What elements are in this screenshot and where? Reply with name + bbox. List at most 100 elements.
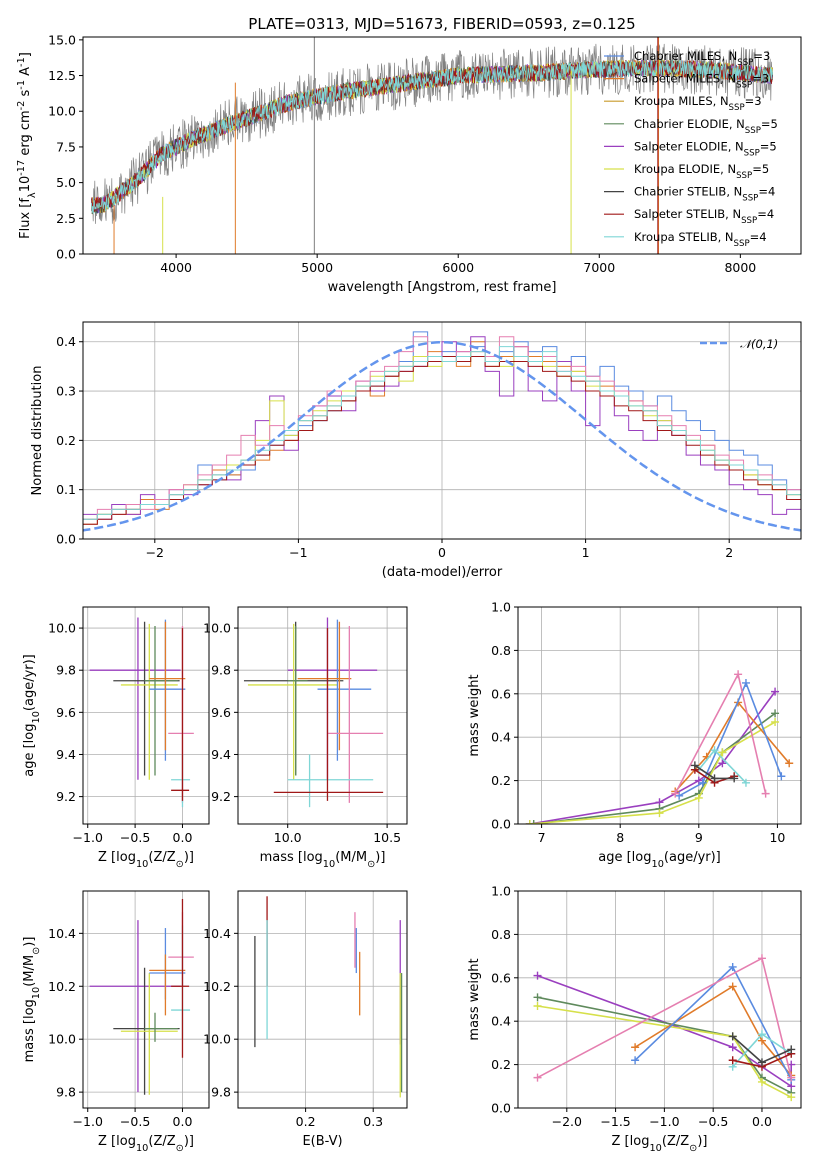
y-tick-label: 10.0 — [203, 1032, 231, 1047]
legend-label: 𝒩(0,1) — [740, 337, 778, 351]
plus-marker — [533, 993, 542, 1002]
plus-marker — [533, 1073, 542, 1082]
y-tick-label: 7.5 — [56, 139, 76, 154]
x-tick-label: 0 — [438, 545, 446, 560]
plus-marker — [529, 820, 538, 824]
y-axis-label: mass weight — [467, 958, 482, 1040]
legend-label: Chabrier MILES, NSSP=3 — [634, 49, 770, 68]
weight-series-line — [537, 1005, 792, 1098]
axes-box — [237, 606, 408, 825]
axes-frame: −1.0 −0.5 0.0 9.2 9.4 9.6 9.8 10.0 Z [log10(Z/Z⊙… — [22, 606, 210, 870]
plus-marker — [671, 789, 680, 798]
x-tick-label: −1.5 — [600, 1114, 630, 1129]
plus-marker — [728, 1043, 737, 1052]
plus-marker — [631, 1043, 640, 1052]
plot-area — [533, 954, 796, 1102]
errorbar-point — [149, 621, 186, 751]
y-tick-label: 9.6 — [211, 705, 231, 720]
y-tick-label: 9.4 — [211, 747, 231, 762]
plus-marker — [710, 746, 719, 755]
errorbar-point — [273, 628, 384, 801]
y-tick-label: 9.8 — [56, 1085, 76, 1100]
y-tick-label: 15.0 — [48, 32, 76, 47]
x-tick-label: 7000 — [583, 260, 615, 275]
mass-weight-vs-metallicity-panel: −2.0 −1.5 −1.0 −0.5 0.0 0.0 0.2 0.4 0.6 0.8 1.0 Z [… — [467, 884, 802, 1154]
x-axis-label: wavelength [Angstrom, rest frame] — [328, 280, 557, 295]
x-tick-label: 7 — [538, 830, 546, 845]
axes-frame: −1.0 −0.5 0.0 9.8 10.0 10.2 10.4 Z [log10(Z/Z⊙)… — [22, 890, 210, 1154]
errorbar-point — [171, 628, 190, 801]
plot-area — [83, 331, 801, 532]
age-vs-mass-panel: 10.0 10.5 9.2 9.4 9.6 9.8 10.0 mass [log10(M/M⊙… — [203, 606, 408, 870]
x-tick-label: 9 — [695, 830, 703, 845]
x-tick-label: −2.0 — [552, 1114, 582, 1129]
x-tick-label: −1 — [289, 545, 307, 560]
plus-marker — [728, 982, 737, 991]
errorbar-point — [171, 898, 190, 1058]
residuals-histogram-panel: −2 −1 0 1 2 0.0 0.1 0.2 0.3 0.4 (data-model)/error… — [30, 321, 802, 580]
histogram-step — [83, 341, 801, 525]
y-tick-label: 12.5 — [48, 68, 76, 83]
errorbar-point — [168, 625, 194, 803]
y-tick-label: 0.2 — [491, 1057, 511, 1072]
y-tick-label: 1.0 — [491, 884, 511, 899]
errorbar-point — [168, 912, 194, 987]
x-tick-label: 10.5 — [373, 830, 401, 845]
y-tick-label: 0.4 — [491, 1014, 511, 1029]
x-tick-label: 1 — [582, 545, 590, 560]
x-axis-label: Z [log10(Z/Z⊙)] — [98, 850, 194, 870]
x-tick-label: 2 — [725, 545, 733, 560]
histogram-step — [83, 346, 801, 520]
x-tick-label: 8 — [616, 830, 624, 845]
x-tick-label: −0.5 — [120, 830, 150, 845]
errorbar-point — [247, 623, 338, 780]
y-tick-label: 0.1 — [56, 482, 76, 497]
legend-label: Salpeter STELIB, NSSP=4 — [634, 207, 774, 226]
errorbar-point — [113, 621, 180, 776]
residuals-legend: 𝒩(0,1) — [700, 337, 778, 351]
y-tick-label: 10.2 — [203, 979, 231, 994]
axes-frame: −2.0 −1.5 −1.0 −0.5 0.0 0.0 0.2 0.4 0.6 0.8 1.0 Z [… — [467, 884, 802, 1154]
y-tick-label: 0.0 — [491, 817, 511, 832]
y-tick-label: 9.2 — [211, 789, 231, 804]
plus-marker — [730, 774, 739, 783]
plus-marker — [710, 774, 719, 783]
axes-box — [82, 606, 210, 825]
errorbar-point — [149, 928, 186, 1000]
y-tick-label: 0.8 — [491, 643, 511, 658]
axes-frame: 4000 5000 6000 7000 8000 0.0 2.5 5.0 7.5 10.0 12.5… — [16, 32, 802, 295]
x-axis-label: (data-model)/error — [382, 565, 503, 580]
y-tick-label: 2.5 — [56, 211, 76, 226]
x-tick-label: −0.5 — [698, 1114, 728, 1129]
x-tick-label: 8000 — [724, 260, 756, 275]
legend-label: Kroupa STELIB, NSSP=4 — [634, 230, 767, 249]
x-tick-label: 0.0 — [173, 1114, 193, 1129]
plot-area — [525, 670, 794, 824]
y-tick-label: 10.0 — [203, 621, 231, 636]
axes-box — [517, 606, 802, 825]
axes-frame: −2 −1 0 1 2 0.0 0.1 0.2 0.3 0.4 (data-model)/error… — [30, 321, 802, 580]
x-tick-label: 6000 — [442, 260, 474, 275]
legend-label: Kroupa ELODIE, NSSP=5 — [634, 162, 769, 181]
y-tick-label: 10.4 — [48, 926, 76, 941]
axes-frame: 0.2 0.3 9.8 10.0 10.2 10.4 E(B-V) — [203, 890, 408, 1149]
y-tick-label: 0.3 — [56, 384, 76, 399]
y-tick-label: 0.6 — [491, 970, 511, 985]
normal-distribution-curve — [83, 340, 801, 532]
x-tick-label: 0.2 — [296, 1114, 316, 1129]
plus-marker — [757, 1077, 766, 1086]
spectrum-panel: 4000 5000 6000 7000 8000 0.0 2.5 5.0 7.5 10.0 12.5… — [16, 32, 802, 295]
weight-series-line — [634, 985, 792, 1077]
plus-marker — [785, 759, 794, 768]
y-tick-label: 0.4 — [56, 334, 76, 349]
axes-frame: 10.0 10.5 9.2 9.4 9.6 9.8 10.0 mass [log10(M/M⊙… — [203, 606, 408, 870]
x-tick-label: −1.0 — [73, 830, 103, 845]
plus-marker — [525, 820, 534, 824]
y-tick-label: 10.4 — [203, 926, 231, 941]
plus-marker — [761, 789, 770, 798]
errorbar-point — [297, 621, 352, 751]
plus-marker — [787, 1093, 796, 1102]
x-tick-label: 0.0 — [173, 830, 193, 845]
weight-series-line — [533, 712, 776, 824]
x-axis-label: mass [log10(M/M⊙)] — [260, 850, 386, 870]
